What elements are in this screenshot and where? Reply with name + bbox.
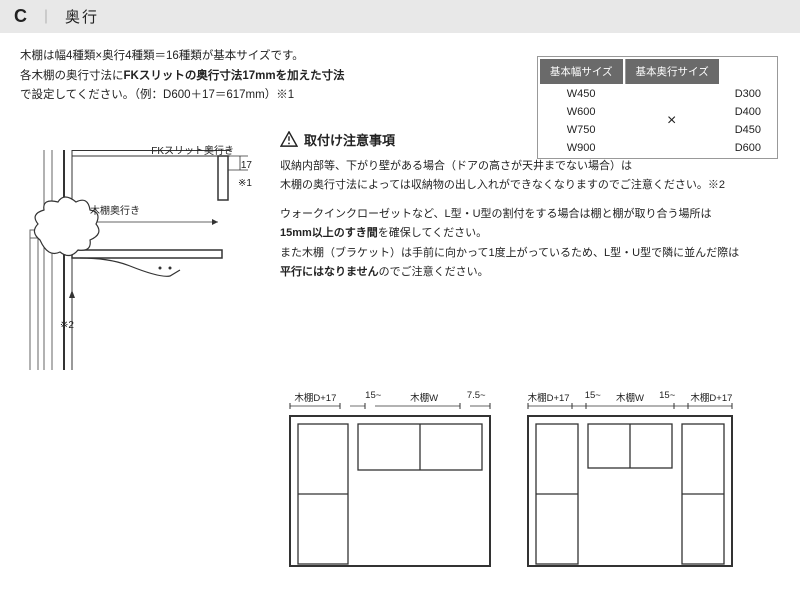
cross-section-diagram: FKスリット奥行き 17 ※1 木棚奥行き ※2 (20, 150, 260, 370)
caution-title: 取付け注意事項 (304, 130, 395, 149)
x-symbol: × (625, 86, 719, 156)
dim-17: 17 (241, 160, 252, 171)
caution-p2: ウォークインクローゼットなど、L型・U型の割付をする場合は棚と棚が取り合う場所は… (280, 205, 800, 282)
col-depth-head: 基本奥行サイズ (625, 59, 719, 84)
fk-slit-label: FKスリット奥行き (151, 142, 234, 157)
caution-p1: 収納内部等、下がり壁がある場合（ドアの高さが天井までない場合）は 木棚の奥行寸法… (280, 157, 800, 196)
col-width-head: 基本幅サイズ (540, 59, 623, 84)
header-divider: ｜ (39, 7, 53, 27)
size-table: 基本幅サイズ 基本奥行サイズ W450×D300 W600D400 W750D4… (537, 56, 778, 159)
warning-icon (280, 131, 298, 147)
note-1: ※1 (238, 178, 252, 189)
cross-section-svg (20, 150, 260, 370)
layout-diagrams: 木棚D+17 15~ 木棚W 7.5~ 木棚D+17 15~ 木棚W 15~ 木… (280, 390, 740, 570)
l-shape-diagram: 木棚D+17 15~ 木棚W 7.5~ (280, 390, 500, 570)
caution-body: 収納内部等、下がり壁がある場合（ドアの高さが天井までない場合）は 木棚の奥行寸法… (280, 157, 800, 283)
section-title: 奥行 (65, 6, 99, 27)
shelf-depth-label: 木棚奥行き (90, 202, 140, 217)
u-shape-diagram: 木棚D+17 15~ 木棚W 15~ 木棚D+17 (520, 390, 740, 570)
note-2: ※2 (60, 320, 74, 331)
section-header: C ｜ 奥行 (0, 0, 800, 33)
section-letter: C (14, 6, 27, 27)
